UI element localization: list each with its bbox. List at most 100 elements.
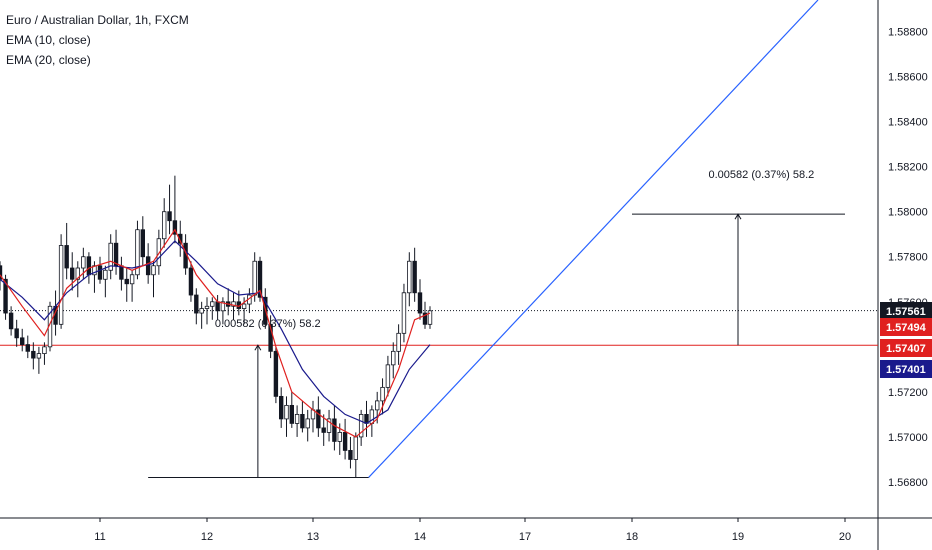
candle-body <box>64 245 69 269</box>
candle-body <box>204 305 210 309</box>
symbol-title[interactable]: Euro / Australian Dollar, 1h, FXCM <box>6 13 189 27</box>
candle-body <box>289 404 294 424</box>
candle-body <box>353 436 358 460</box>
candle-body <box>337 432 342 442</box>
candle-body <box>42 346 47 354</box>
ema10-legend[interactable]: EMA (10, close) <box>6 33 91 47</box>
candle-body <box>31 350 36 359</box>
price-badge <box>880 318 932 336</box>
candle-body <box>241 303 247 309</box>
candle-body <box>140 229 145 258</box>
candle-body <box>305 418 310 429</box>
candle-body <box>294 413 300 424</box>
candle-body <box>194 294 199 314</box>
candle-body <box>391 350 396 366</box>
measure-label-right: 0.00582 (0.37%) 58.2 <box>709 169 815 181</box>
candle-body <box>178 233 183 244</box>
candle-body <box>97 265 103 280</box>
measure-label-left: 0.00582 (0.37%) 58.2 <box>215 318 321 330</box>
candle-body <box>108 242 113 271</box>
candle-body <box>268 323 273 352</box>
x-tick-label: 19 <box>732 531 744 543</box>
candle-body <box>25 344 30 352</box>
candle-body <box>417 292 423 314</box>
candle-body <box>220 301 226 312</box>
ema20-legend[interactable]: EMA (20, close) <box>6 53 91 67</box>
price-badge <box>880 360 932 378</box>
y-tick-label: 1.56800 <box>888 477 928 489</box>
candle-body <box>58 245 64 325</box>
candle-body <box>422 312 428 325</box>
candle-body <box>188 267 194 296</box>
candle-body <box>284 404 289 420</box>
candle-body <box>342 432 348 451</box>
candle-body <box>348 450 353 460</box>
y-tick-label: 1.57000 <box>888 432 928 444</box>
candle-body <box>119 265 124 280</box>
y-tick-label: 1.58600 <box>888 72 928 84</box>
candle-body <box>199 308 204 314</box>
ema10-line <box>0 228 431 438</box>
candle-body <box>124 278 129 285</box>
candle-body <box>36 353 42 359</box>
candle-body <box>167 211 172 222</box>
trendline[interactable] <box>368 0 819 478</box>
price-badge-label: 1.57561 <box>886 306 926 318</box>
price-badge-label: 1.57494 <box>886 322 927 334</box>
y-tick-label: 1.58400 <box>888 117 928 129</box>
candle-body <box>103 269 108 280</box>
candle-body <box>374 400 380 411</box>
y-tick-label: 1.58800 <box>888 27 928 39</box>
candle-body <box>151 265 156 276</box>
y-tick-label: 1.57200 <box>888 387 928 399</box>
candle-body <box>8 312 14 330</box>
x-tick-label: 13 <box>307 531 319 543</box>
candle-body <box>427 310 433 325</box>
candle-body <box>3 278 8 314</box>
ema20-line <box>0 240 431 425</box>
x-tick-label: 17 <box>519 531 531 543</box>
price-badge-label: 1.57401 <box>886 364 926 376</box>
candle-body <box>252 260 257 296</box>
measure-arrow-icon-right <box>734 213 742 220</box>
y-tick-label: 1.58000 <box>888 207 928 219</box>
x-tick-label: 18 <box>626 531 638 543</box>
candle-body <box>278 395 284 420</box>
candle-body <box>407 260 412 294</box>
candle-body <box>0 265 3 280</box>
candle-body <box>70 267 75 280</box>
chart-legend: Euro / Australian Dollar, 1h, FXCM EMA (… <box>6 10 189 70</box>
candle-body <box>316 409 321 429</box>
candle-body <box>145 256 151 276</box>
candle-body <box>129 274 135 285</box>
price-badge <box>880 339 932 357</box>
candle-body <box>412 260 417 294</box>
y-tick-label: 1.57800 <box>888 252 928 264</box>
candle-body <box>75 267 80 280</box>
candle-body <box>81 256 86 269</box>
candle-body <box>257 260 263 298</box>
candle-body <box>396 332 401 352</box>
candle-body <box>385 364 391 388</box>
candle-body <box>210 301 215 307</box>
candle-body <box>358 413 364 438</box>
candle-body <box>231 301 236 307</box>
x-tick-label: 20 <box>839 531 851 543</box>
x-tick-label: 12 <box>201 531 213 543</box>
candle-body <box>135 229 140 276</box>
candle-body <box>161 211 167 240</box>
measure-arrow-icon <box>254 344 262 351</box>
price-badge <box>880 302 932 320</box>
candle-body <box>380 386 385 402</box>
x-tick-label: 14 <box>414 531 426 543</box>
candle-body <box>215 301 220 312</box>
candle-body <box>86 256 92 276</box>
candle-body <box>401 292 407 334</box>
y-tick-label: 1.58200 <box>888 162 928 174</box>
candle-body <box>156 238 162 267</box>
x-tick-label: 11 <box>94 531 105 543</box>
candle-body <box>326 418 332 433</box>
price-badge-label: 1.57407 <box>886 343 926 355</box>
candle-body <box>20 337 25 345</box>
